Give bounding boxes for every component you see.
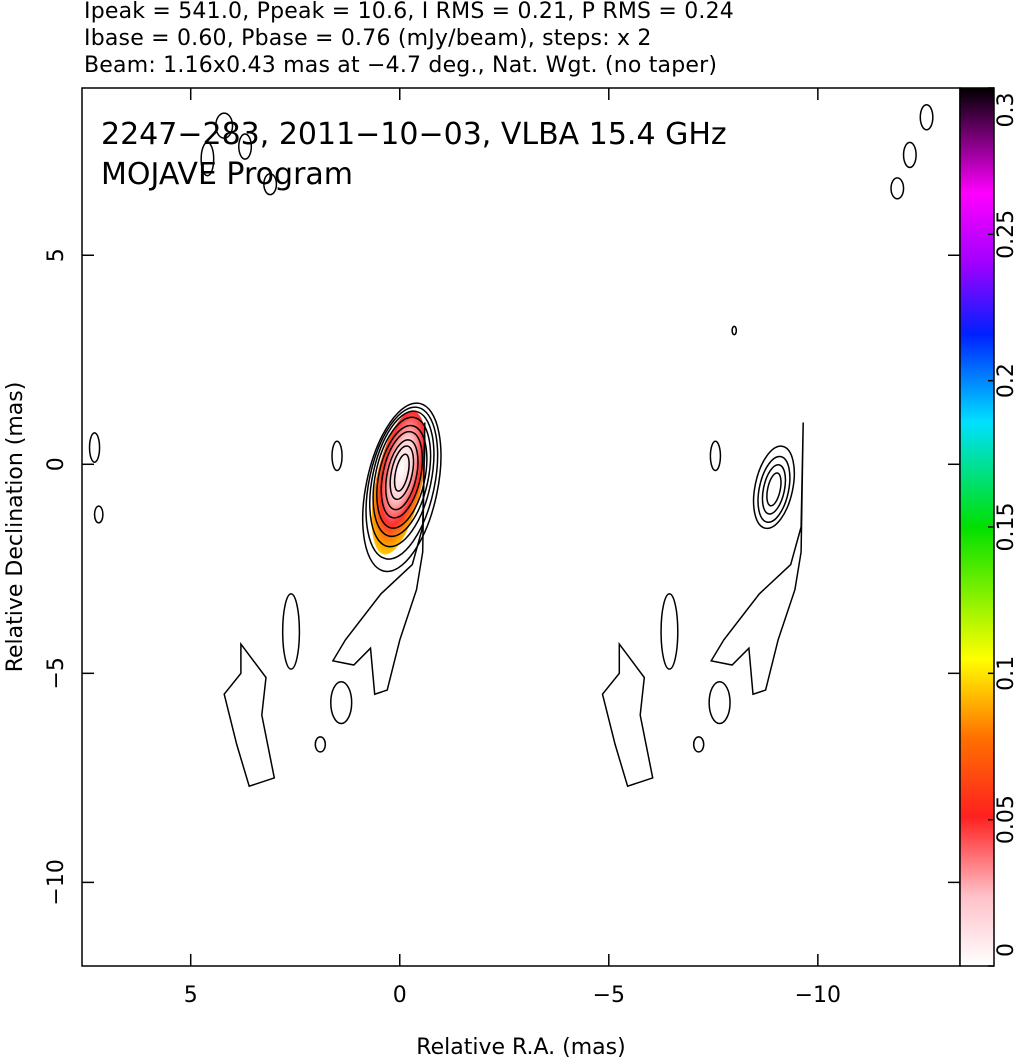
contour-level (752, 445, 796, 530)
x-axis-title: Relative R.A. (mas) (416, 1035, 625, 1060)
x-tick-label: −5 (593, 983, 625, 1008)
core-emission-image (371, 411, 426, 555)
header-line-1: Ipeak = 541.0, Ppeak = 10.6, I RMS = 0.2… (84, 0, 734, 24)
contour-level (380, 430, 424, 519)
polarized-intensity-contours (752, 445, 796, 530)
contour-level (389, 445, 415, 501)
contour-level (757, 455, 791, 523)
contour-level (393, 453, 410, 492)
noise-contour (692, 736, 705, 753)
contour-level (384, 439, 419, 511)
jet-outer-contour (331, 422, 426, 696)
colorbar-tick-label: 0.15 (994, 503, 1019, 552)
x-tick-label: −10 (795, 983, 841, 1008)
colorbar-tick-label: 0.1 (994, 656, 1019, 691)
contour-level (362, 402, 442, 573)
x-tick-label: 0 (393, 983, 407, 1008)
noise-contour (708, 680, 731, 725)
noise-contour (93, 505, 104, 524)
noise-contour (215, 112, 234, 139)
colorbar-axis: 0 0.05 0.1 0.15 0.2 0.25 0.3 (988, 87, 1019, 967)
noise-contour (709, 440, 722, 472)
contour-level (761, 463, 787, 515)
x-axis: 5 0 −5 −10 (184, 88, 841, 1008)
noise-contour (660, 593, 679, 670)
jet-knot-contour (601, 641, 654, 788)
noise-contour (331, 440, 343, 472)
colorbar-tick-label: 0 (994, 943, 1019, 957)
noise-contour (330, 680, 353, 725)
colorbar-tick-label: 0.05 (994, 795, 1019, 844)
plot-frame (81, 87, 961, 967)
contour-level (372, 416, 432, 538)
jet-outer-contour (710, 422, 804, 696)
contour-level (369, 410, 435, 548)
noise-contour (88, 432, 101, 463)
contour-level (766, 472, 782, 507)
header-line-3: Beam: 1.16x0.43 mas at −4.7 deg., Nat. W… (84, 53, 718, 78)
jet-knot-contour (223, 641, 276, 788)
y-tick-label: 5 (44, 248, 69, 262)
total-intensity-contours (362, 402, 442, 573)
colorbar-tick-label: 0.2 (994, 363, 1019, 398)
noise-contour (919, 103, 934, 131)
header-line-2: Ibase = 0.60, Pbase = 0.76 (mJy/beam), s… (84, 26, 652, 51)
y-axis-title: Relative Declination (mas) (3, 382, 28, 673)
y-tick-label: 0 (44, 457, 69, 471)
program-label: MOJAVE Program (101, 157, 353, 192)
noise-contour (200, 141, 215, 177)
noise-contour (890, 177, 905, 200)
noise-contour (731, 325, 738, 336)
noise-contour (263, 172, 278, 196)
contour-level (365, 406, 439, 560)
noise-contour (281, 593, 301, 670)
map-layer (88, 103, 934, 788)
x-tick-label: 5 (184, 983, 198, 1008)
source-label: 2247−283, 2011−10−03, VLBA 15.4 GHz (101, 117, 727, 152)
y-tick-label: −5 (44, 657, 69, 689)
colorbar-tick-label: 0.3 (994, 93, 1019, 128)
noise-contour (314, 736, 327, 753)
y-axis: 5 0 −5 −10 (44, 248, 960, 906)
y-tick-label: −10 (44, 859, 69, 905)
noise-contour (902, 141, 917, 169)
noise-contour (238, 133, 253, 160)
colorbar-tick-label: 0.25 (994, 210, 1019, 259)
